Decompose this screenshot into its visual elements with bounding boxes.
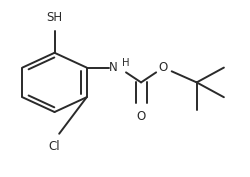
Text: Cl: Cl: [49, 140, 60, 153]
Text: SH: SH: [46, 11, 62, 24]
Text: N: N: [109, 61, 118, 74]
Text: H: H: [122, 58, 130, 68]
Text: O: O: [136, 110, 146, 123]
Text: O: O: [159, 61, 168, 74]
